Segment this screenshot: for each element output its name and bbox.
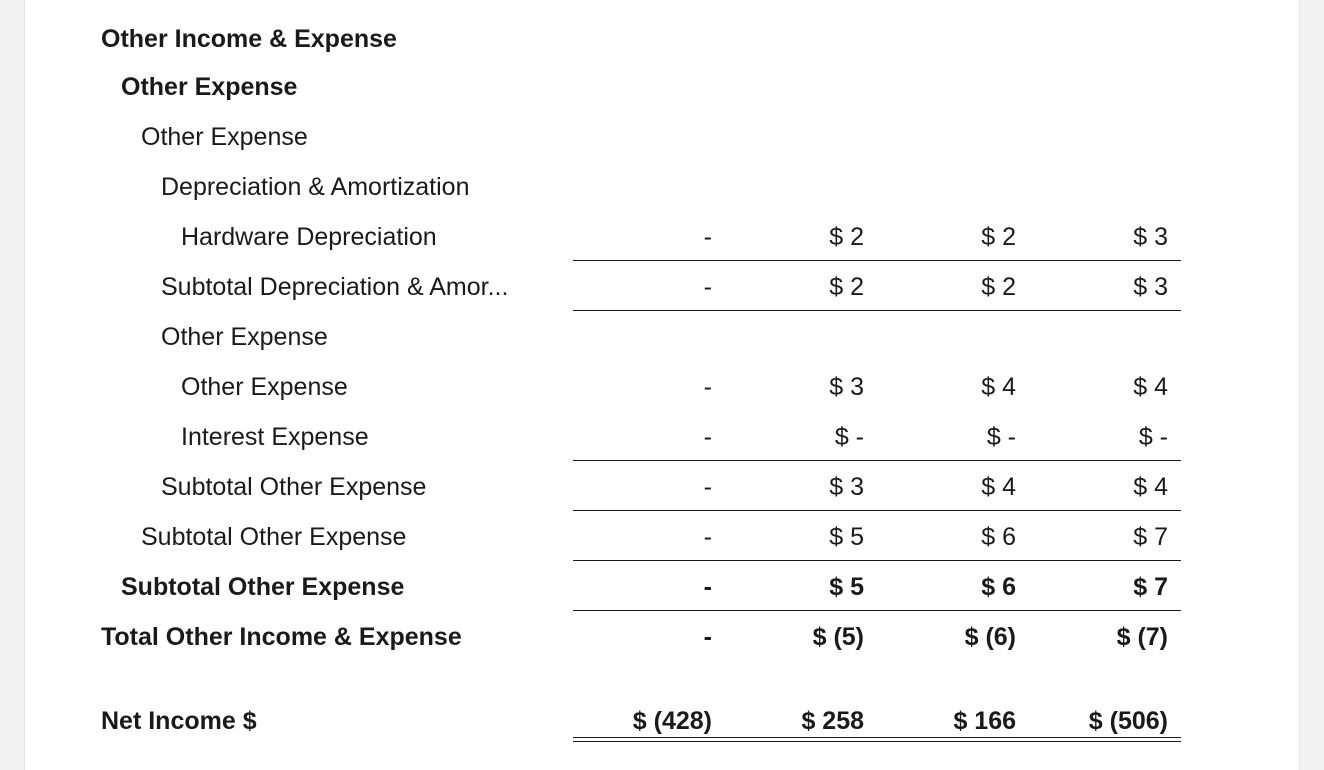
income-statement-panel: Other Income & Expense Other Expense Oth… — [24, 0, 1300, 770]
value-cell: - — [703, 373, 712, 401]
value-cell: $ 5 — [829, 573, 864, 601]
subtotal-rule — [573, 610, 1181, 611]
row-label: Subtotal Other Expense — [121, 573, 405, 601]
value-cell: $ (428) — [632, 707, 712, 735]
value-cell: - — [703, 473, 712, 501]
subtotal-rule — [573, 460, 1181, 461]
value-cell: $ 166 — [953, 707, 1016, 735]
statement-row: Other Income & Expense — [25, 14, 1299, 64]
row-label: Subtotal Depreciation & Amor... — [161, 273, 509, 301]
subtotal-rule — [573, 510, 1181, 511]
subtotal-rule — [573, 560, 1181, 561]
double-underline — [573, 737, 1181, 742]
statement-row: Other Expense — [25, 112, 1299, 162]
statement-row: Subtotal Other Expense - $ 5 $ 6 $ 7 — [25, 562, 1299, 612]
value-cell: $ 3 — [1133, 273, 1168, 301]
value-cell: $ 6 — [981, 573, 1016, 601]
statement-row: Interest Expense - $ - $ - $ - — [25, 412, 1299, 462]
statement-row: Total Other Income & Expense - $ (5) $ (… — [25, 612, 1299, 662]
statement-row: Other Expense - $ 3 $ 4 $ 4 — [25, 362, 1299, 412]
value-cell: $ 6 — [981, 523, 1016, 551]
statement-row: Subtotal Depreciation & Amor... - $ 2 $ … — [25, 262, 1299, 312]
value-cell: $ 258 — [801, 707, 864, 735]
value-cell: $ (7) — [1116, 623, 1168, 651]
value-cell: $ - — [1138, 423, 1168, 451]
statement-row: Subtotal Other Expense - $ 3 $ 4 $ 4 — [25, 462, 1299, 512]
subtotal-rule — [573, 260, 1181, 261]
statement-row: Other Expense — [25, 62, 1299, 112]
net-income-row: Net Income $ $ (428) $ 258 $ 166 $ (506) — [25, 696, 1299, 746]
row-label: Other Expense — [181, 373, 348, 401]
row-label: Hardware Depreciation — [181, 223, 437, 251]
value-cell: - — [703, 423, 712, 451]
value-cell: $ 4 — [981, 373, 1016, 401]
value-cell: $ 5 — [829, 523, 864, 551]
value-cell: - — [703, 273, 712, 301]
value-cell: $ (5) — [812, 623, 864, 651]
row-label: Subtotal Other Expense — [161, 473, 427, 501]
statement-row: Subtotal Other Expense - $ 5 $ 6 $ 7 — [25, 512, 1299, 562]
row-label: Other Expense — [121, 73, 298, 101]
value-cell: $ 2 — [829, 223, 864, 251]
value-cell: $ 4 — [1133, 473, 1168, 501]
value-cell: $ 4 — [981, 473, 1016, 501]
value-cell: $ 3 — [829, 473, 864, 501]
statement-row: Other Expense — [25, 312, 1299, 362]
statement-row: Hardware Depreciation - $ 2 $ 2 $ 3 — [25, 212, 1299, 262]
row-label: Other Income & Expense — [101, 25, 397, 53]
value-cell: $ 2 — [829, 273, 864, 301]
net-income-label: Net Income $ — [101, 707, 257, 735]
row-label: Total Other Income & Expense — [101, 623, 462, 651]
value-cell: $ 4 — [1133, 373, 1168, 401]
value-cell: $ - — [986, 423, 1016, 451]
statement-row: Depreciation & Amortization — [25, 162, 1299, 212]
value-cell: $ - — [834, 423, 864, 451]
value-cell: $ 2 — [981, 273, 1016, 301]
value-cell: - — [703, 573, 712, 601]
value-cell: $ 3 — [1133, 223, 1168, 251]
subtotal-rule — [573, 310, 1181, 311]
value-cell: $ (506) — [1088, 707, 1168, 735]
row-label: Other Expense — [161, 323, 328, 351]
value-cell: - — [703, 523, 712, 551]
value-cell: $ 7 — [1133, 523, 1168, 551]
value-cell: $ 7 — [1133, 573, 1168, 601]
value-cell: $ 3 — [829, 373, 864, 401]
row-label: Interest Expense — [181, 423, 369, 451]
row-label: Subtotal Other Expense — [141, 523, 407, 551]
value-cell: $ (6) — [964, 623, 1016, 651]
value-cell: - — [703, 623, 712, 651]
value-cell: - — [703, 223, 712, 251]
row-label: Other Expense — [141, 123, 308, 151]
row-label: Depreciation & Amortization — [161, 173, 470, 201]
value-cell: $ 2 — [981, 223, 1016, 251]
